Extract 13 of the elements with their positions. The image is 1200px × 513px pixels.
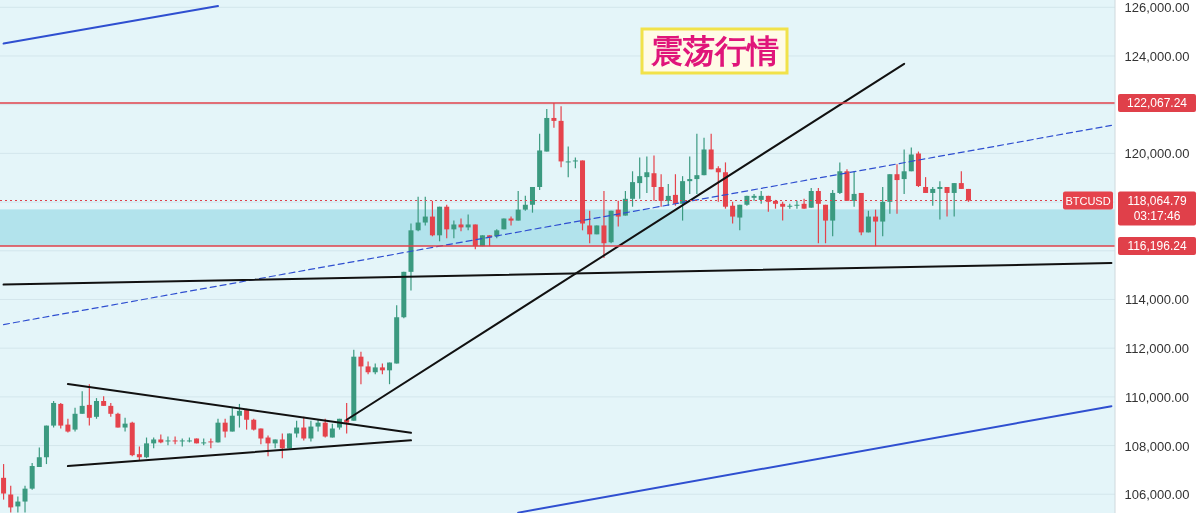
- y-tick-label: 110,000.00: [1124, 389, 1190, 405]
- ref-line-label: 122,067.24: [1126, 96, 1188, 111]
- ref-line-label: 116,196.24: [1127, 239, 1187, 253]
- y-tick-label: 106,000.00: [1124, 487, 1190, 503]
- y-tick-label: 108,000.00: [1124, 438, 1190, 454]
- y-tick-label: 112,000.00: [1124, 341, 1190, 357]
- y-tick-label: 124,000.00: [1124, 49, 1190, 64]
- y-tick-label: 126,000.00: [1124, 0, 1190, 16]
- text: 震荡行情: [650, 33, 779, 69]
- ref-line-label: 118,064.79 03:17:46: [1127, 193, 1187, 223]
- y-tick-label: 114,000.00: [1124, 292, 1190, 308]
- y-tick-label: 120,000.00: [1124, 146, 1190, 162]
- annotation: BTCUSD: [1065, 194, 1111, 207]
